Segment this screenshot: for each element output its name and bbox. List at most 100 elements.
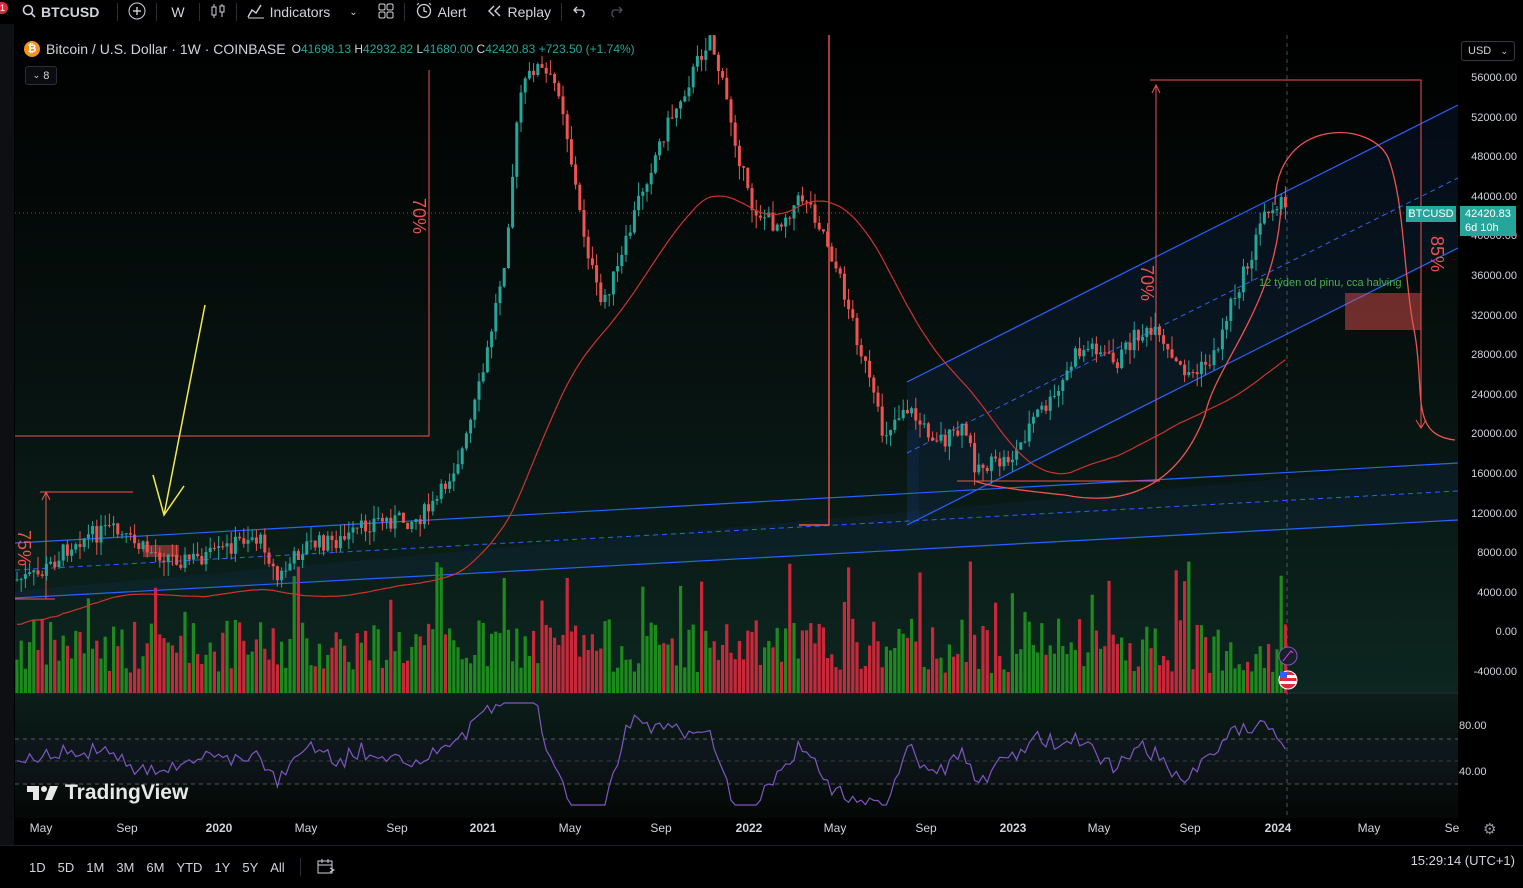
candle-body — [448, 481, 452, 489]
long-channel-mid — [14, 490, 1459, 571]
candle-body — [1010, 459, 1014, 463]
symbol-legend[interactable]: ₿ Bitcoin / U.S. Dollar · 1W · COINBASE … — [24, 41, 635, 57]
legend-collapse-button[interactable]: ⌄ 8 — [25, 66, 57, 85]
range-button[interactable]: YTD — [176, 859, 203, 875]
range-button[interactable]: 5D — [57, 859, 75, 875]
candle-body — [280, 570, 284, 581]
notification-badge[interactable]: 1 — [0, 2, 8, 14]
chart-type-button[interactable] — [200, 0, 236, 24]
range-button[interactable]: 1Y — [214, 859, 231, 875]
candle-body — [78, 544, 82, 548]
candle-body — [859, 345, 863, 357]
range-button[interactable]: 1D — [29, 859, 46, 875]
volume-bar — [729, 652, 733, 693]
settings-gear-icon[interactable]: ⚙ — [1483, 821, 1497, 838]
volume-bar — [1015, 653, 1019, 693]
volume-bar — [805, 630, 809, 693]
ideas-icon[interactable] — [1278, 646, 1298, 666]
candle-body — [893, 419, 897, 430]
rsi-axis-label-80: 80.00 — [1459, 720, 1487, 732]
volume-bar — [326, 654, 330, 693]
candle-body — [637, 195, 641, 211]
volume-bar — [737, 641, 741, 693]
volume-bar — [359, 642, 363, 693]
volume-bar — [674, 665, 678, 693]
range-button[interactable]: All — [270, 859, 285, 875]
candle-body — [250, 537, 254, 540]
volume-bar — [162, 638, 166, 693]
volume-bar — [242, 640, 246, 693]
candle-body — [1279, 196, 1283, 209]
candle-body — [994, 456, 998, 459]
candle-body — [603, 294, 607, 302]
candle-body — [334, 540, 338, 549]
time-axis-label: 2024 — [1264, 821, 1292, 835]
date-range-icon[interactable] — [311, 858, 341, 877]
price-axis-label: 32000.00 — [1471, 309, 1517, 322]
range-button[interactable]: 5Y — [242, 859, 259, 875]
layouts-button[interactable] — [368, 0, 404, 24]
range-button[interactable]: 6M — [146, 859, 165, 875]
volume-bar — [322, 668, 326, 693]
redo-button[interactable] — [598, 0, 634, 24]
price-axis[interactable]: 56000.00 52000.00 48000.00 44000.00 40000.00… — [1459, 35, 1523, 818]
candle-body — [632, 210, 636, 233]
candle-body — [1023, 441, 1027, 443]
compare-button[interactable] — [118, 0, 156, 24]
volume-bar — [708, 647, 712, 693]
alert-button[interactable]: Alert — [405, 0, 477, 24]
volume-bar — [1204, 637, 1208, 693]
currency-button[interactable]: USD ⌄ — [1461, 41, 1515, 61]
replay-button[interactable]: Replay — [476, 0, 561, 24]
volume-bar — [989, 672, 993, 693]
volume-bar — [1183, 581, 1187, 693]
interval-button[interactable]: W — [171, 4, 185, 20]
candle-body — [1124, 342, 1128, 350]
volume-bar — [1267, 644, 1271, 693]
price-axis-label: 52000.00 — [1471, 111, 1517, 124]
candle-body — [1208, 364, 1212, 366]
chart-pane[interactable]: 70% 70% 75% 85% — [14, 35, 1459, 818]
candle-body — [733, 122, 737, 146]
candle-body — [943, 434, 947, 447]
undo-button[interactable] — [562, 0, 598, 24]
price-chart[interactable]: 70% 70% 75% 85% — [14, 35, 1459, 818]
candle-body — [238, 536, 242, 539]
time-axis-label: 2021 — [469, 821, 497, 835]
volume-bar — [872, 621, 876, 693]
volume-bar — [309, 665, 313, 693]
volume-bar — [1002, 669, 1006, 693]
volume-bar — [792, 622, 796, 693]
range-button[interactable]: 3M — [116, 859, 135, 875]
time-axis[interactable]: May Sep 2020 May Sep 2021 May Sep 2022 May Sep 2023… — [15, 818, 1460, 842]
volume-bar — [964, 661, 968, 693]
range-button[interactable]: 1M — [86, 859, 105, 875]
volume-bar — [116, 646, 120, 693]
candle-body — [469, 419, 473, 434]
volume-bar — [498, 633, 502, 693]
candle-body — [590, 258, 594, 266]
candle-body — [175, 554, 179, 565]
symbol-search[interactable]: BTCUSD — [0, 0, 109, 24]
candle-body — [1048, 396, 1052, 411]
close-value: 42420.83 — [485, 42, 536, 56]
volume-bar — [225, 620, 229, 693]
drawing-toolbar-strip — [0, 24, 14, 887]
indicators-button[interactable]: Indicators ⌄ — [237, 0, 368, 24]
candle-body — [32, 570, 36, 573]
candle-body — [137, 543, 141, 549]
candle-body — [141, 541, 145, 549]
volume-bar — [548, 627, 552, 693]
volume-bar — [254, 639, 258, 693]
tradingview-logo[interactable]: TradingView — [27, 781, 188, 805]
volume-bar — [36, 649, 40, 693]
price-axis-label: 8000.00 — [1477, 547, 1517, 560]
rsi-line — [16, 702, 1286, 806]
volume-bar — [1220, 670, 1224, 693]
currency-label: USD — [1468, 45, 1492, 57]
candle-body — [855, 317, 859, 346]
candle-body — [49, 561, 53, 564]
volume-bar — [1174, 570, 1178, 693]
volume-bar — [263, 648, 267, 693]
volume-bar — [645, 635, 649, 693]
